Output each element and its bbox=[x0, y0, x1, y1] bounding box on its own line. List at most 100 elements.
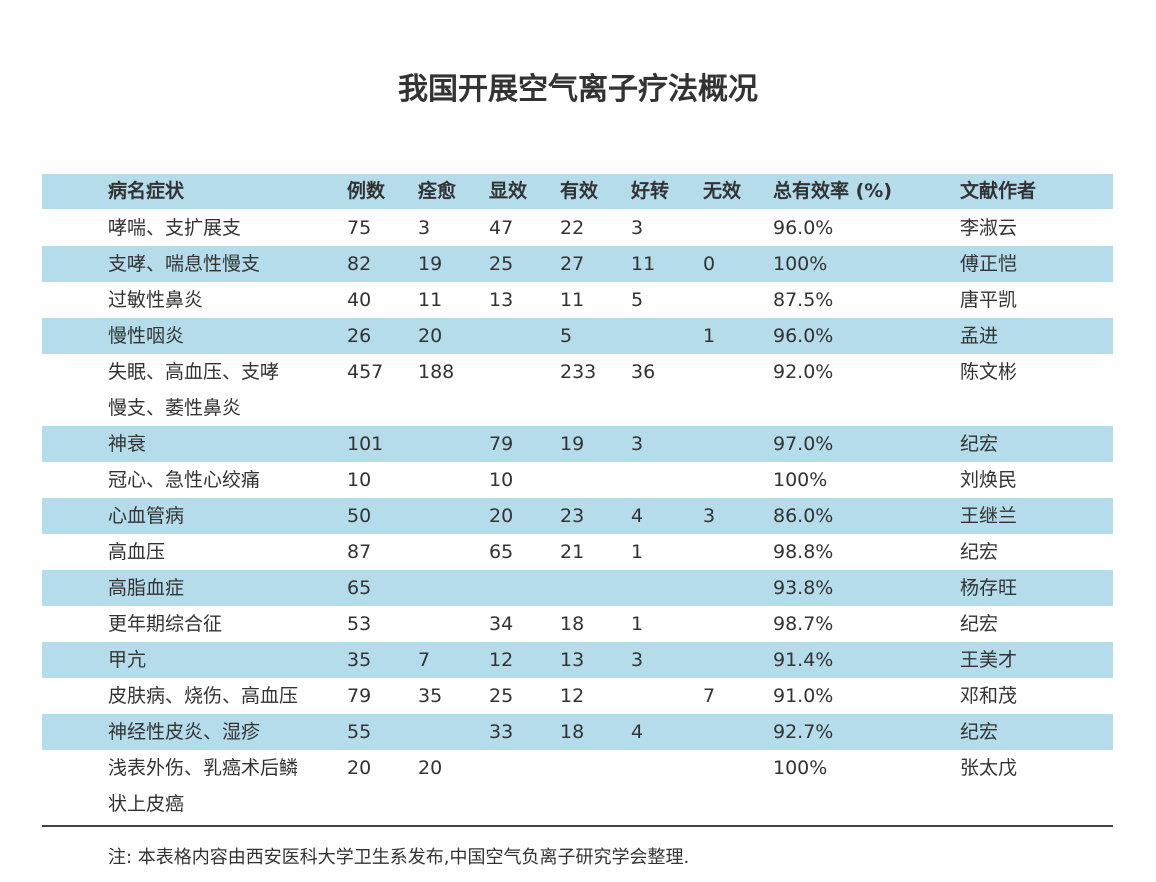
table-cell: 55 bbox=[347, 721, 372, 743]
table-cell: 孟进 bbox=[960, 325, 999, 347]
header-cell: 病名症状 bbox=[108, 180, 185, 202]
disease-name: 更年期综合征 bbox=[108, 613, 223, 635]
header-cell: 总有效率 (%) bbox=[773, 180, 893, 202]
table-cell: 10 bbox=[489, 469, 514, 491]
disease-name: 神经性皮炎、湿疹 bbox=[108, 721, 261, 743]
table-cell: 11 bbox=[631, 253, 656, 275]
disease-name: 冠心、急性心绞痛 bbox=[108, 469, 261, 491]
table-cell: 233 bbox=[560, 361, 597, 383]
table-row: 皮肤病、烧伤、高血压 79 35 25 12 7 91.0% 邓和茂 bbox=[42, 678, 1113, 714]
table-cell: 79 bbox=[489, 433, 514, 455]
table-cell: 19 bbox=[560, 433, 585, 455]
table-cell: 1 bbox=[631, 541, 644, 563]
table-row: 支哮、喘息性慢支 82 19 25 27 11 0 100% 傅正恺 bbox=[42, 246, 1113, 282]
table-cell: 11 bbox=[560, 289, 585, 311]
table-cell: 97.0% bbox=[773, 433, 834, 455]
table-cell: 12 bbox=[489, 649, 514, 671]
table-cell: 7 bbox=[418, 649, 431, 671]
table-cell: 93.8% bbox=[773, 577, 834, 599]
table-cell: 12 bbox=[560, 685, 585, 707]
footnote: 注: 本表格内容由西安医科大学卫生系发布,中国空气负离子研究学会整理. bbox=[108, 847, 690, 868]
table-cell: 5 bbox=[560, 325, 573, 347]
disease-name: 失眠、高血压、支哮 bbox=[108, 361, 280, 383]
table-cell: 92.0% bbox=[773, 361, 834, 383]
disease-name: 高血压 bbox=[108, 541, 166, 563]
header-cell: 好转 bbox=[631, 180, 670, 202]
table-cell: 杨存旺 bbox=[960, 577, 1018, 599]
table-cell: 18 bbox=[560, 613, 585, 635]
table-cell: 25 bbox=[489, 685, 514, 707]
title: 我国开展空气离子疗法概况 bbox=[398, 72, 758, 107]
table-cell: 101 bbox=[347, 433, 384, 455]
table-cell: 96.0% bbox=[773, 217, 834, 239]
disease-name: 支哮、喘息性慢支 bbox=[108, 253, 261, 275]
table-cell: 40 bbox=[347, 289, 372, 311]
table-cell: 3 bbox=[631, 217, 644, 239]
table-cell: 22 bbox=[560, 217, 585, 239]
header-cell: 无效 bbox=[703, 180, 742, 202]
table-cell: 35 bbox=[418, 685, 443, 707]
table-cell: 纪宏 bbox=[960, 433, 999, 455]
table-cell: 4 bbox=[631, 721, 644, 743]
table-cell: 张太戊 bbox=[960, 757, 1018, 779]
disease-name: 过敏性鼻炎 bbox=[108, 289, 204, 311]
table-row: 更年期综合征 53 34 18 1 98.7% 纪宏 bbox=[42, 606, 1113, 642]
table-cell: 34 bbox=[489, 613, 514, 635]
table-cell: 100% bbox=[773, 757, 828, 779]
table-row: 高脂血症 65 93.8% 杨存旺 bbox=[42, 570, 1113, 606]
table-row: 哮喘、支扩展支 75 3 47 22 3 96.0% 李淑云 bbox=[42, 210, 1113, 246]
table-cell: 47 bbox=[489, 217, 514, 239]
table-cell: 100% bbox=[773, 469, 828, 491]
bottom-rule bbox=[42, 825, 1113, 827]
table-cell: 唐平凯 bbox=[960, 289, 1018, 311]
table-cell: 1 bbox=[703, 325, 716, 347]
table-row: 冠心、急性心绞痛 10 10 100% 刘焕民 bbox=[42, 462, 1113, 498]
table-cell: 91.0% bbox=[773, 685, 834, 707]
table-cell: 陈文彬 bbox=[960, 361, 1018, 383]
header-cell: 例数 bbox=[347, 180, 386, 202]
table-cell: 4 bbox=[631, 505, 644, 527]
table-cell: 20 bbox=[418, 325, 443, 347]
table-cell: 86.0% bbox=[773, 505, 834, 527]
table-cell: 王继兰 bbox=[960, 505, 1018, 527]
disease-name: 皮肤病、烧伤、高血压 bbox=[108, 685, 299, 707]
table-cell: 65 bbox=[347, 577, 372, 599]
table-cell: 27 bbox=[560, 253, 585, 275]
header-row: 病名症状 例数 痊愈 显效 有效 好转 无效 总有效率 (%) 文献作者 bbox=[42, 174, 1113, 209]
table-cell: 19 bbox=[418, 253, 443, 275]
disease-name: 高脂血症 bbox=[108, 577, 185, 599]
table-cell: 纪宏 bbox=[960, 613, 999, 635]
header-cell: 显效 bbox=[489, 180, 528, 202]
header-cell: 文献作者 bbox=[960, 180, 1037, 202]
table-cell: 13 bbox=[489, 289, 514, 311]
table-cell: 79 bbox=[347, 685, 372, 707]
table-cell: 李淑云 bbox=[960, 217, 1018, 239]
table-cell: 10 bbox=[347, 469, 372, 491]
table-row: 神经性皮炎、湿疹 55 33 18 4 92.7% 纪宏 bbox=[42, 714, 1113, 750]
table-cell: 35 bbox=[347, 649, 372, 671]
disease-name: 甲亢 bbox=[108, 649, 147, 671]
table-cell: 23 bbox=[560, 505, 585, 527]
table-cell: 21 bbox=[560, 541, 585, 563]
table-row: 神衰 101 79 19 3 97.0% 纪宏 bbox=[42, 426, 1113, 462]
table-cell: 11 bbox=[418, 289, 443, 311]
table-cell: 91.4% bbox=[773, 649, 834, 671]
table-cell: 傅正恺 bbox=[960, 253, 1018, 275]
table-cell: 65 bbox=[489, 541, 514, 563]
table-cell: 26 bbox=[347, 325, 372, 347]
table-cell: 1 bbox=[631, 613, 644, 635]
table-cell: 50 bbox=[347, 505, 372, 527]
table-cell: 98.8% bbox=[773, 541, 834, 563]
disease-name: 浅表外伤、乳癌术后鳞 bbox=[108, 757, 299, 779]
table-cell: 7 bbox=[703, 685, 716, 707]
table-row: 心血管病 50 20 23 4 3 86.0% 王继兰 bbox=[42, 498, 1113, 534]
disease-name: 哮喘、支扩展支 bbox=[108, 217, 242, 239]
table-cell: 20 bbox=[418, 757, 443, 779]
table-row: 高血压 87 65 21 1 98.8% 纪宏 bbox=[42, 534, 1113, 570]
table-cell: 87.5% bbox=[773, 289, 834, 311]
table-cell: 36 bbox=[631, 361, 656, 383]
table-cell: 33 bbox=[489, 721, 514, 743]
table-cell: 53 bbox=[347, 613, 372, 635]
header-cell: 痊愈 bbox=[418, 180, 457, 202]
